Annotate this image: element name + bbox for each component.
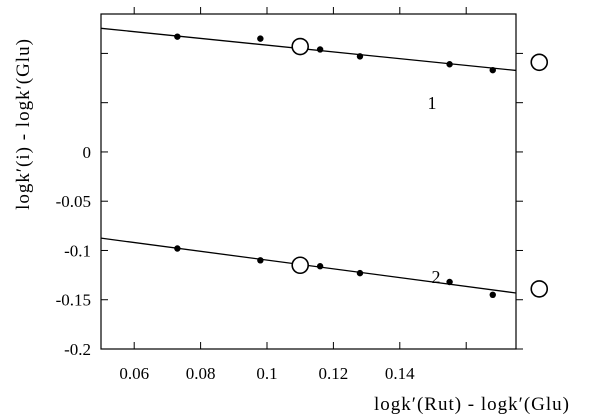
x-axis-title: logk′(Rut) - logk′(Glu) <box>374 394 570 415</box>
data-point <box>257 257 264 264</box>
open-data-point <box>291 37 310 56</box>
series-1: 1 <box>101 27 549 113</box>
y-tick-label: 0 <box>83 143 92 162</box>
data-point <box>446 278 453 286</box>
data-point <box>316 46 324 53</box>
y-tick-label: -0.1 <box>64 241 91 260</box>
y-axis-ticks: -0.2 -0.15 -0.1 -0.05 0 <box>56 52 523 359</box>
data-point <box>174 33 181 40</box>
data-point <box>356 269 364 277</box>
x-tick-label: 0.08 <box>186 364 216 383</box>
data-point <box>174 245 181 252</box>
x-tick-label: 0.06 <box>119 364 149 383</box>
open-data-point <box>530 280 549 298</box>
fit-line-1 <box>101 27 516 72</box>
y-axis-title: logk′(i) - logk′(Glu) <box>13 38 34 210</box>
y-tick-label: -0.15 <box>56 291 91 310</box>
data-point <box>446 61 453 68</box>
open-data-point <box>530 53 549 72</box>
y-tick-label: -0.2 <box>64 340 91 359</box>
x-tick-label: 0.1 <box>256 364 277 383</box>
data-point <box>489 66 496 74</box>
data-point <box>489 291 496 299</box>
plot-frame <box>100 13 517 350</box>
data-point <box>257 35 264 42</box>
y-tick-label: -0.05 <box>56 192 91 211</box>
series-2: 2 <box>101 237 549 299</box>
series-layer: 12 <box>101 27 549 299</box>
x-axis-ticks: 0.06 0.08 0.1 0.12 0.14 <box>119 7 467 383</box>
x-tick-label: 0.12 <box>319 364 349 383</box>
fit-line-2 <box>101 237 516 294</box>
x-tick-label: 0.14 <box>385 364 415 383</box>
series-label: 2 <box>432 267 441 287</box>
plot-border <box>100 13 517 350</box>
open-data-point <box>291 256 310 275</box>
data-point <box>316 263 324 270</box>
series-label: 1 <box>428 93 437 113</box>
data-point <box>356 53 364 60</box>
